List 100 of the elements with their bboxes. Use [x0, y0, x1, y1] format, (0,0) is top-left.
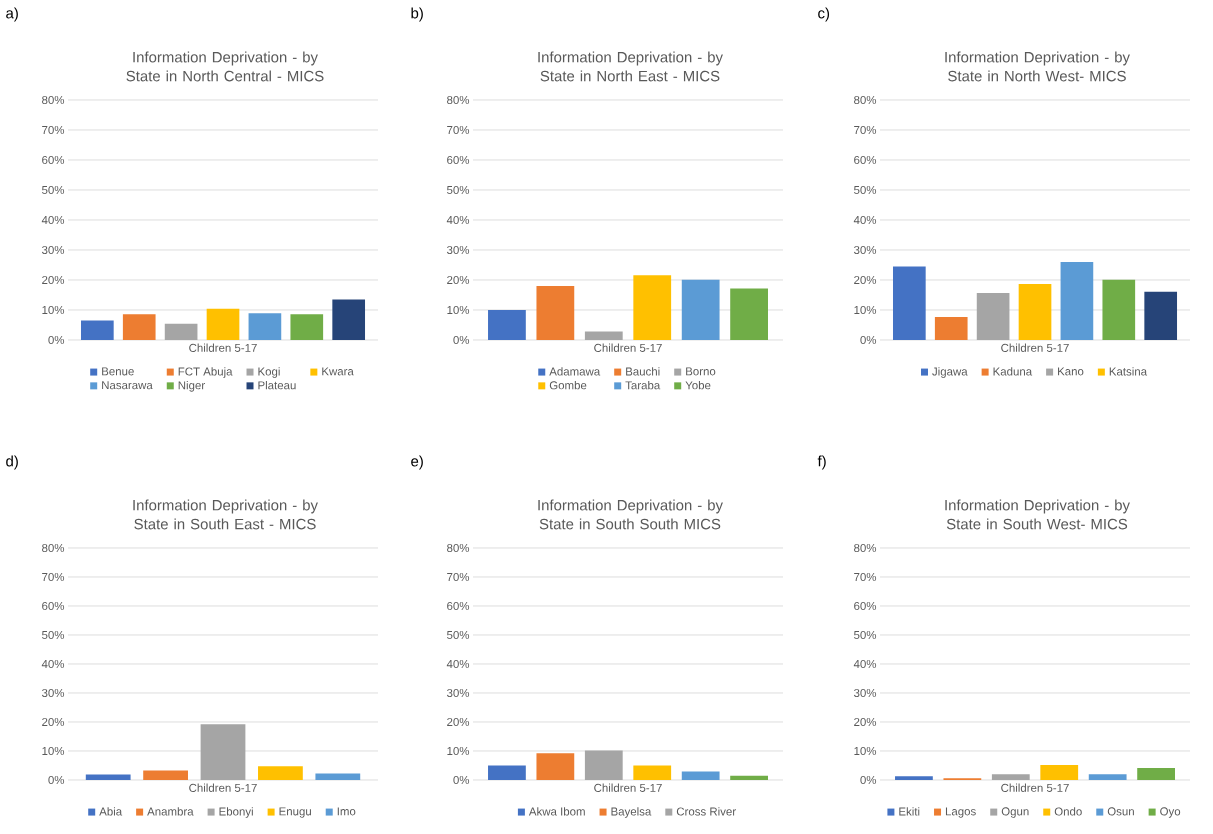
- bar: [1144, 291, 1178, 340]
- y-tick-label: 0%: [860, 775, 877, 785]
- y-tick-label: 20%: [854, 717, 877, 727]
- legend-label: Plateau: [258, 380, 296, 390]
- y-tick-label: 30%: [447, 245, 470, 255]
- y-tick-label: 10%: [42, 305, 65, 315]
- bar: [248, 313, 282, 340]
- legend-label: Abia: [99, 807, 123, 816]
- legend-label: Cross River: [676, 807, 736, 816]
- chart-title: Information Deprivation - by State in North East - MICS: [538, 51, 723, 82]
- bar: [315, 773, 361, 780]
- y-tick-label: 10%: [854, 746, 877, 756]
- legend-label: FCT Abuja: [178, 367, 233, 378]
- text: c): [818, 7, 830, 22]
- legend-label: Adamawa: [549, 367, 601, 376]
- legend-label: Bauchi: [626, 367, 660, 376]
- y-tick-label: 80%: [447, 543, 470, 553]
- y-tick-label: 70%: [447, 125, 470, 135]
- legend-label: Anambra: [147, 807, 194, 816]
- y-tick-label: 80%: [854, 95, 877, 105]
- y-tick-label: 80%: [42, 543, 65, 553]
- y-tick-label: 40%: [41, 659, 65, 669]
- bar: [488, 309, 526, 340]
- y-tick-label: 40%: [446, 659, 470, 669]
- y-tick-label: 10%: [42, 746, 65, 756]
- legend-label: Jigawa: [932, 367, 968, 378]
- bar: [258, 766, 303, 780]
- y-tick-label: 70%: [42, 125, 65, 135]
- y-tick-label: 40%: [853, 215, 877, 225]
- y-tick-label: 40%: [446, 215, 470, 225]
- y-tick-label: 0%: [48, 775, 65, 785]
- legend-label: Imo: [337, 807, 356, 816]
- legend-label: Akwa Ibom: [528, 807, 585, 816]
- y-tick-label: 60%: [447, 155, 470, 165]
- x-tick-label: Children 5-17: [189, 783, 257, 792]
- text: d): [6, 455, 18, 470]
- legend-label: Enugu: [279, 807, 311, 818]
- text: f): [817, 455, 826, 470]
- y-tick-label: 50%: [42, 185, 65, 195]
- chart-title: Information Deprivation - by State in South East - MICS: [133, 499, 318, 530]
- legend-label: Taraba: [625, 380, 661, 390]
- y-tick-label: 60%: [42, 155, 65, 165]
- x-tick-label: Children 5-17: [189, 343, 257, 352]
- bar: [290, 314, 324, 340]
- chart-title: Information Deprivation - by State in North West- MICS: [945, 51, 1130, 82]
- y-tick-label: 20%: [42, 717, 65, 727]
- y-tick-label: 80%: [447, 95, 470, 105]
- y-tick-label: 70%: [854, 125, 877, 135]
- y-tick-label: 40%: [853, 659, 877, 669]
- y-tick-label: 80%: [854, 543, 877, 553]
- x-tick-label: Children 5-17: [1001, 783, 1069, 792]
- bar: [200, 724, 246, 780]
- bar: [681, 279, 720, 340]
- y-tick-label: 30%: [42, 688, 65, 698]
- y-tick-label: 60%: [447, 601, 470, 611]
- y-tick-label: 0%: [48, 335, 65, 345]
- bar: [488, 765, 526, 780]
- bar: [730, 288, 768, 340]
- y-tick-label: 30%: [854, 245, 877, 255]
- legend-label: Osun: [1107, 807, 1134, 816]
- y-tick-label: 50%: [854, 630, 877, 640]
- bar: [633, 765, 672, 780]
- bar: [681, 771, 720, 780]
- chart-title: Information Deprivation - by State in South West- MICS: [945, 499, 1130, 530]
- legend-label: Bayelsa: [611, 807, 652, 818]
- bar: [1060, 261, 1094, 340]
- legend-label: Gombe: [549, 380, 587, 390]
- bar: [164, 323, 198, 340]
- y-tick-label: 50%: [42, 630, 65, 640]
- legend-label: Kano: [1058, 367, 1084, 376]
- bar: [1018, 283, 1052, 340]
- y-tick-label: 70%: [854, 572, 877, 582]
- x-tick-label: Children 5-17: [594, 783, 662, 792]
- chart-title: Information Deprivation - by State in South South MICS: [538, 499, 723, 530]
- bar: [730, 775, 768, 780]
- y-tick-label: 70%: [42, 572, 65, 582]
- bar: [1102, 279, 1136, 340]
- bar: [584, 331, 623, 340]
- bar: [536, 753, 575, 780]
- y-tick-label: 60%: [854, 601, 877, 611]
- y-tick-label: 20%: [42, 275, 65, 285]
- legend-label: Kogi: [258, 367, 280, 378]
- y-tick-label: 0%: [453, 335, 470, 345]
- y-tick-label: 30%: [42, 245, 65, 255]
- y-tick-label: 40%: [41, 215, 65, 225]
- y-tick-label: 60%: [854, 155, 877, 165]
- y-tick-label: 70%: [447, 572, 470, 582]
- legend-label: Yobe: [685, 380, 711, 390]
- chart-title: Information Deprivation - by State in North Central - MICS: [126, 51, 324, 82]
- y-tick-label: 10%: [447, 746, 470, 756]
- legend-label: Kwara: [322, 367, 354, 376]
- text: a): [6, 7, 18, 22]
- legend-label: Benue: [102, 367, 134, 376]
- y-tick-label: 20%: [447, 275, 470, 285]
- bar: [143, 770, 188, 780]
- legend-label: Ebonyi: [219, 807, 253, 818]
- y-tick-label: 10%: [447, 305, 470, 315]
- x-tick-label: Children 5-17: [594, 343, 662, 352]
- y-tick-label: 10%: [854, 305, 877, 315]
- bar: [893, 266, 926, 340]
